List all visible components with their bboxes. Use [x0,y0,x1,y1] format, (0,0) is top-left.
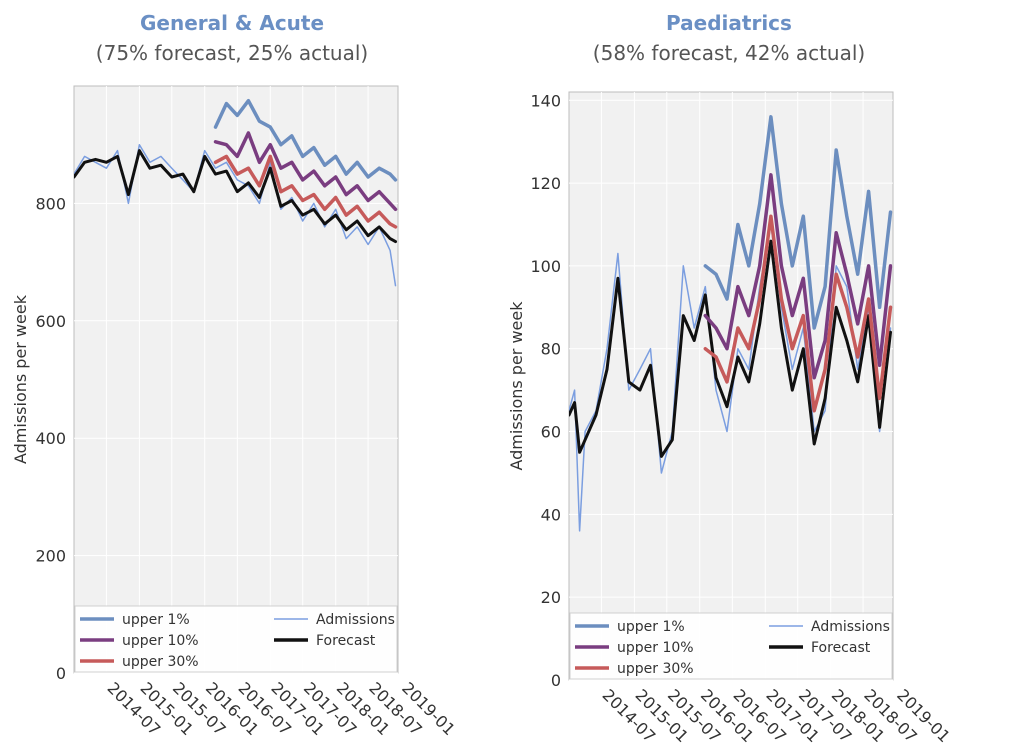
series-line-admissions [74,143,397,287]
series-line-upper-1- [703,115,893,330]
legend-label: upper 30% [617,661,694,677]
legend [569,612,893,680]
y-tick-label: 120 [530,174,561,193]
chart-subtitle: (58% forecast, 42% actual) [593,41,865,65]
y-tick-label: 100 [530,257,561,276]
series-line-forecast [74,149,397,244]
series-line-forecast [569,239,892,458]
legend-label: upper 10% [122,633,199,649]
plot-area [73,85,399,674]
legend-label: Forecast [811,640,871,656]
series-line-upper-10- [213,131,398,212]
y-tick-label: 800 [35,194,66,213]
series-line-upper-1- [213,98,398,182]
y-tick-label: 600 [35,312,66,331]
chart-panel-1: Paediatrics (58% forecast, 42% actual) 0 20… [507,11,954,746]
y-tick-label: 200 [35,547,66,566]
y-tick-label: 0 [551,671,561,690]
chart-title: Paediatrics [666,11,792,35]
series-group [569,115,893,532]
chart-panel-0: General & Acute (75% forecast, 25% actual… [11,11,459,739]
y-axis-label: Admissions per week [507,301,526,471]
chart-title: General & Acute [140,11,324,35]
series-line-upper-30- [213,154,398,229]
legend-label: Admissions [811,619,890,635]
series-line-upper-30- [703,214,893,413]
legend-label: upper 10% [617,640,694,656]
y-tick-label: 80 [541,340,561,359]
y-axis-label: Admissions per week [11,294,30,464]
series-group [74,98,398,287]
y-tick-label: 40 [541,505,561,524]
legend [74,605,398,673]
legend-label: Admissions [316,612,395,628]
y-tick-label: 400 [35,429,66,448]
legend-label: upper 1% [122,612,190,628]
series-line-upper-10- [703,173,893,380]
chart-subtitle: (75% forecast, 25% actual) [96,41,368,65]
y-tick-label: 20 [541,588,561,607]
legend-label: Forecast [316,633,376,649]
y-tick-label: 0 [56,664,66,683]
y-tick-label: 140 [530,91,561,110]
legend-label: upper 30% [122,654,199,670]
legend-label: upper 1% [617,619,685,635]
y-tick-label: 60 [541,423,561,442]
